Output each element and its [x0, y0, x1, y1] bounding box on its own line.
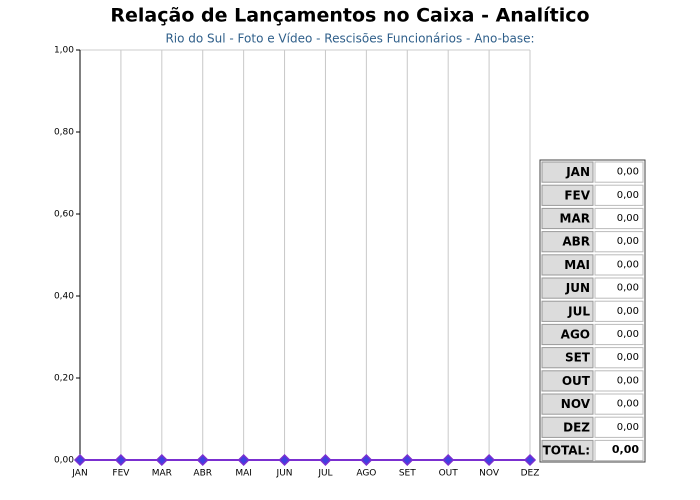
- x-tick-label: MAR: [152, 469, 172, 479]
- point-marker: [442, 453, 455, 467]
- point-marker: [196, 453, 209, 467]
- x-tick-label: NOV: [479, 469, 500, 479]
- y-tick-label: 1,00: [54, 46, 74, 56]
- y-tick-label: 0,00: [54, 456, 74, 466]
- table-value: 0,00: [617, 306, 639, 317]
- table-value-cell: [594, 323, 644, 346]
- table-label: MAR: [560, 212, 590, 226]
- point-marker: [73, 453, 87, 467]
- chart-title: Relação de Lançamentos no Caixa - Analít…: [110, 5, 589, 27]
- table-value: 0,00: [617, 422, 639, 433]
- point-marker: [360, 453, 373, 467]
- table-value: 0,00: [617, 190, 639, 201]
- table-value: 0,00: [612, 443, 639, 456]
- table-label: ABR: [562, 235, 590, 249]
- x-tick-label: SET: [399, 469, 416, 479]
- table-value-cell: [594, 393, 644, 415]
- point-marker: [237, 453, 250, 467]
- x-tick-label: FEV: [112, 469, 130, 479]
- table-label: OUT: [562, 374, 591, 388]
- table-value-cell: [594, 439, 644, 462]
- table-value: 0,00: [617, 259, 639, 270]
- table-label-cell: [541, 300, 594, 322]
- table-label: NOV: [561, 397, 591, 411]
- point-marker: [523, 453, 537, 467]
- table-label: SET: [565, 351, 591, 365]
- point-marker: [319, 453, 332, 467]
- table-value-cell: [594, 416, 644, 438]
- table-label: MAI: [564, 258, 590, 272]
- table-label-cell: [541, 416, 594, 438]
- table-label: JAN: [565, 165, 590, 179]
- table-label-cell: [541, 231, 594, 253]
- table-label-cell: [541, 347, 594, 369]
- table-label-cell: [541, 370, 594, 392]
- table-value: 0,00: [617, 213, 639, 224]
- point-marker: [114, 453, 127, 467]
- table-label-cell: [541, 439, 594, 462]
- point-marker: [278, 453, 291, 467]
- table-value-cell: [594, 161, 644, 183]
- table-value: 0,00: [617, 283, 639, 294]
- table-value-cell: [594, 347, 644, 369]
- table-label: FEV: [564, 188, 590, 202]
- table-label: AGO: [561, 328, 590, 342]
- table-value-cell: [594, 231, 644, 253]
- table-value-cell: [594, 207, 644, 230]
- chart-subtitle: Rio do Sul - Foto e Vídeo - Rescisões Fu…: [165, 32, 534, 46]
- table-value: 0,00: [617, 375, 639, 386]
- table-value-cell: [594, 300, 644, 322]
- table-label-cell: [541, 161, 594, 183]
- table-value: 0,00: [617, 167, 639, 178]
- x-tick-label: DEZ: [521, 469, 540, 479]
- table-value-cell: [594, 184, 644, 206]
- table-label-cell: [541, 207, 594, 230]
- table-value: 0,00: [617, 236, 639, 247]
- x-tick-label: JUN: [276, 469, 293, 479]
- table-label-cell: [541, 277, 594, 299]
- table-label: DEZ: [563, 420, 590, 434]
- x-tick-label: JUL: [317, 469, 332, 479]
- table-label: JUN: [565, 281, 590, 295]
- point-marker: [483, 453, 496, 467]
- x-tick-label: MAI: [235, 469, 252, 479]
- table-label: JUL: [567, 304, 590, 318]
- table-label-cell: [541, 184, 594, 206]
- table-label: TOTAL:: [543, 444, 590, 458]
- table-label-cell: [541, 323, 594, 346]
- table-value: 0,00: [617, 329, 639, 340]
- x-tick-label: OUT: [439, 469, 459, 479]
- x-tick-label: JAN: [71, 469, 87, 479]
- x-tick-label: AGO: [356, 469, 376, 479]
- y-tick-label: 0,20: [54, 374, 74, 384]
- table-value: 0,00: [617, 399, 639, 410]
- table-value-cell: [594, 370, 644, 392]
- x-tick-label: ABR: [193, 469, 212, 479]
- y-tick-label: 0,80: [54, 128, 74, 138]
- table-label-cell: [541, 254, 594, 276]
- point-marker: [401, 453, 414, 467]
- y-tick-label: 0,60: [54, 210, 74, 220]
- table-value-cell: [594, 254, 644, 276]
- point-marker: [155, 453, 168, 467]
- table-value: 0,00: [617, 352, 639, 363]
- y-tick-label: 0,40: [54, 292, 74, 302]
- table-value-cell: [594, 277, 644, 299]
- table-label-cell: [541, 393, 594, 415]
